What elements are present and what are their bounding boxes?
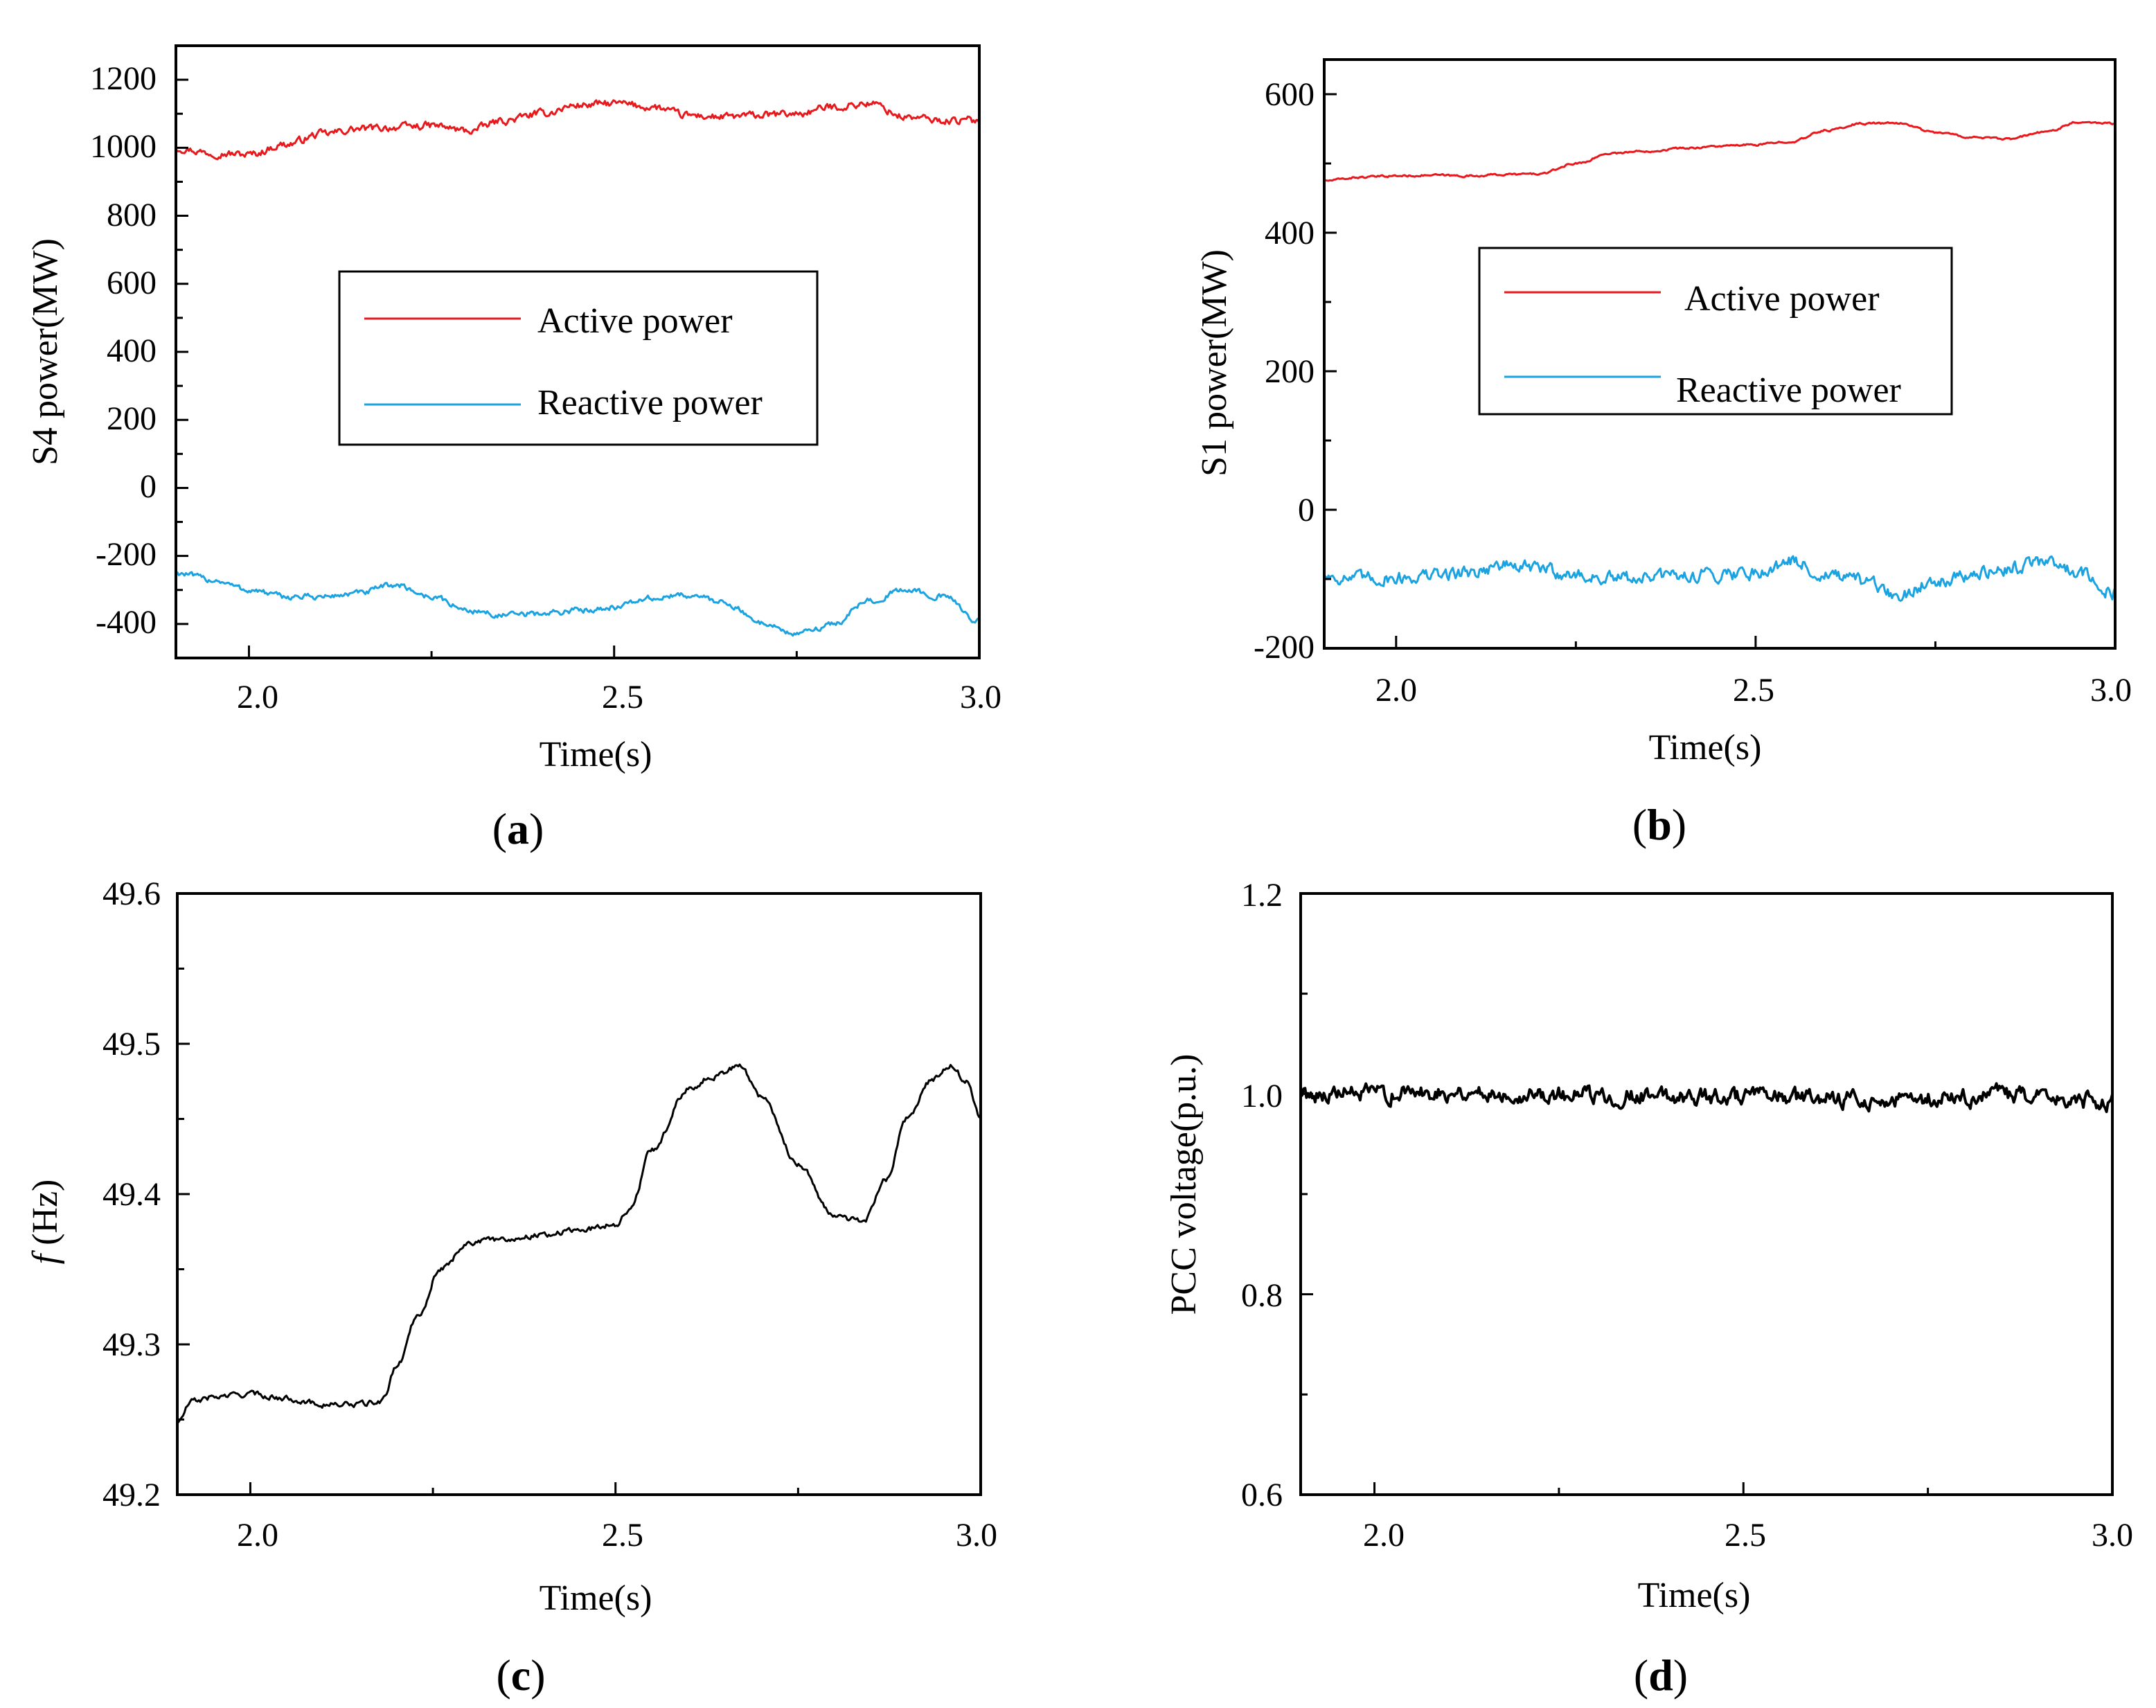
- panel-a-ylabel: S4 power(MW): [26, 238, 65, 465]
- panel-a-letter: a: [507, 804, 529, 853]
- panel-a-xtick-label: 2.0: [237, 679, 278, 715]
- panel-d-ytick-label: 1.2: [1241, 877, 1283, 914]
- panel-b-legend-label-reactive: Reactive power: [1676, 371, 1901, 410]
- panel-c-lines: [176, 1063, 981, 1425]
- panel-b-xtick-label: 2.5: [1733, 672, 1774, 709]
- panel-d-xlabel: Time(s): [1638, 1576, 1751, 1615]
- panel-a-ytick-label: 600: [107, 265, 157, 301]
- panel-c-ytick-label: 49.5: [103, 1026, 161, 1062]
- panel-b-letter: b: [1647, 800, 1672, 849]
- panel-a: 1200 1000 800 600 400 200 0 -200 -400 2.…: [26, 44, 1001, 853]
- panel-b-lines: [1323, 121, 2117, 602]
- panel-a-ytick-label: -200: [96, 536, 157, 573]
- panel-c-ytick-label: 49.4: [103, 1176, 161, 1213]
- panel-d-ticks: [1301, 892, 2114, 1496]
- panel-b-xtick-label: 3.0: [2090, 672, 2132, 709]
- panel-c-ticks: [177, 892, 982, 1496]
- panel-c-xlabel: Time(s): [540, 1578, 652, 1618]
- panel-a-label: (a): [492, 804, 544, 853]
- panel-b-ylabel: S1 power(MW): [1195, 249, 1234, 477]
- panel-d-ytick-label: 1.0: [1241, 1078, 1283, 1114]
- panel-b-ytick-label: 600: [1265, 76, 1315, 113]
- panel-c-ytick-label: 49.3: [103, 1326, 161, 1363]
- panel-a-series-line: [175, 571, 980, 637]
- panel-b-label: (b): [1632, 800, 1686, 849]
- panel-d-ytick-label: 0.8: [1241, 1277, 1283, 1314]
- panel-a-ytick-label: 0: [140, 468, 157, 505]
- panel-a-lines: [175, 99, 981, 637]
- panel-d-plot-frame: [1299, 892, 2114, 1496]
- panel-b-legend: Active power Reactive power: [1478, 247, 1953, 416]
- panel-d-ylabel: PCC voltage(p.u.): [1164, 1054, 1204, 1315]
- panel-a-ytick-label: 1000: [90, 128, 157, 165]
- panel-d-ytick-label: 0.6: [1241, 1477, 1283, 1513]
- panel-d-lines: [1299, 1082, 2114, 1114]
- panel-b-legend-label-active: Active power: [1684, 279, 1880, 319]
- panel-b-plot-frame: [1323, 58, 2117, 650]
- panel-a-legend: Active power Reactive power: [338, 270, 819, 446]
- panel-a-ytick-label: 400: [107, 332, 157, 369]
- panel-a-ytick-label: -400: [96, 604, 157, 641]
- panel-d-xtick-label: 2.5: [1725, 1517, 1766, 1554]
- panel-b-ytick-label: 0: [1298, 492, 1315, 528]
- panel-a-xtick-label: 2.5: [602, 679, 643, 715]
- panel-b-ytick-label: 200: [1265, 353, 1315, 390]
- panel-b-series-line: [1323, 555, 2117, 602]
- panel-d-xtick-label: 2.0: [1363, 1517, 1405, 1554]
- panel-c-ytick-label: 49.6: [103, 875, 161, 912]
- panel-c-letter: c: [511, 1651, 531, 1700]
- panel-a-series-line: [175, 99, 981, 161]
- panel-c-xtick-label: 3.0: [956, 1517, 997, 1554]
- panel-a-ticks: [176, 44, 981, 659]
- panel-a-legend-box: [338, 270, 819, 446]
- panel-b-legend-box: [1478, 247, 1953, 416]
- panel-c: 49.6 49.5 49.4 49.3 49.2 2.0 2.5 3.0 Tim…: [26, 875, 997, 1700]
- panel-c-xtick-label: 2.5: [602, 1517, 643, 1554]
- panel-a-legend-label-reactive: Reactive power: [537, 383, 763, 422]
- panel-d-xtick-label: 3.0: [2092, 1517, 2133, 1554]
- panel-a-xlabel: Time(s): [540, 735, 652, 774]
- panel-d-series-line: [1299, 1082, 2114, 1114]
- panel-b-ytick-label: -200: [1254, 629, 1315, 666]
- panel-c-xtick-label: 2.0: [237, 1517, 278, 1554]
- panel-b-xlabel: Time(s): [1649, 728, 1762, 767]
- panel-a-xtick-label: 3.0: [960, 679, 1001, 715]
- panel-b-ticks: [1324, 93, 2117, 650]
- panel-a-legend-label-active: Active power: [537, 301, 733, 341]
- panel-d-label: (d): [1634, 1651, 1688, 1700]
- panel-c-series-line: [176, 1063, 981, 1425]
- panel-a-ytick-label: 1200: [90, 60, 157, 97]
- panel-b-xtick-label: 2.0: [1375, 672, 1417, 709]
- panel-b-ytick-label: 400: [1265, 215, 1315, 251]
- panel-d: 1.2 1.0 0.8 0.6 2.0 2.5 3.0 Time(s) PCC …: [1164, 877, 2133, 1700]
- panel-a-ytick-label: 800: [107, 197, 157, 233]
- panel-a-ytick-label: 200: [107, 400, 157, 437]
- panel-b: 600 400 200 0 -200 2.0 2.5 3.0 Time(s) S…: [1195, 58, 2132, 849]
- panel-c-ytick-label: 49.2: [103, 1477, 161, 1513]
- panel-c-plot-frame: [176, 892, 982, 1496]
- panel-c-label: (c): [496, 1651, 545, 1700]
- panel-b-series-line: [1324, 121, 2116, 182]
- panel-d-letter: d: [1648, 1651, 1673, 1700]
- panel-c-ylabel: f (Hz): [26, 1180, 65, 1265]
- panel-c-ylabel-unit: (Hz): [26, 1180, 65, 1254]
